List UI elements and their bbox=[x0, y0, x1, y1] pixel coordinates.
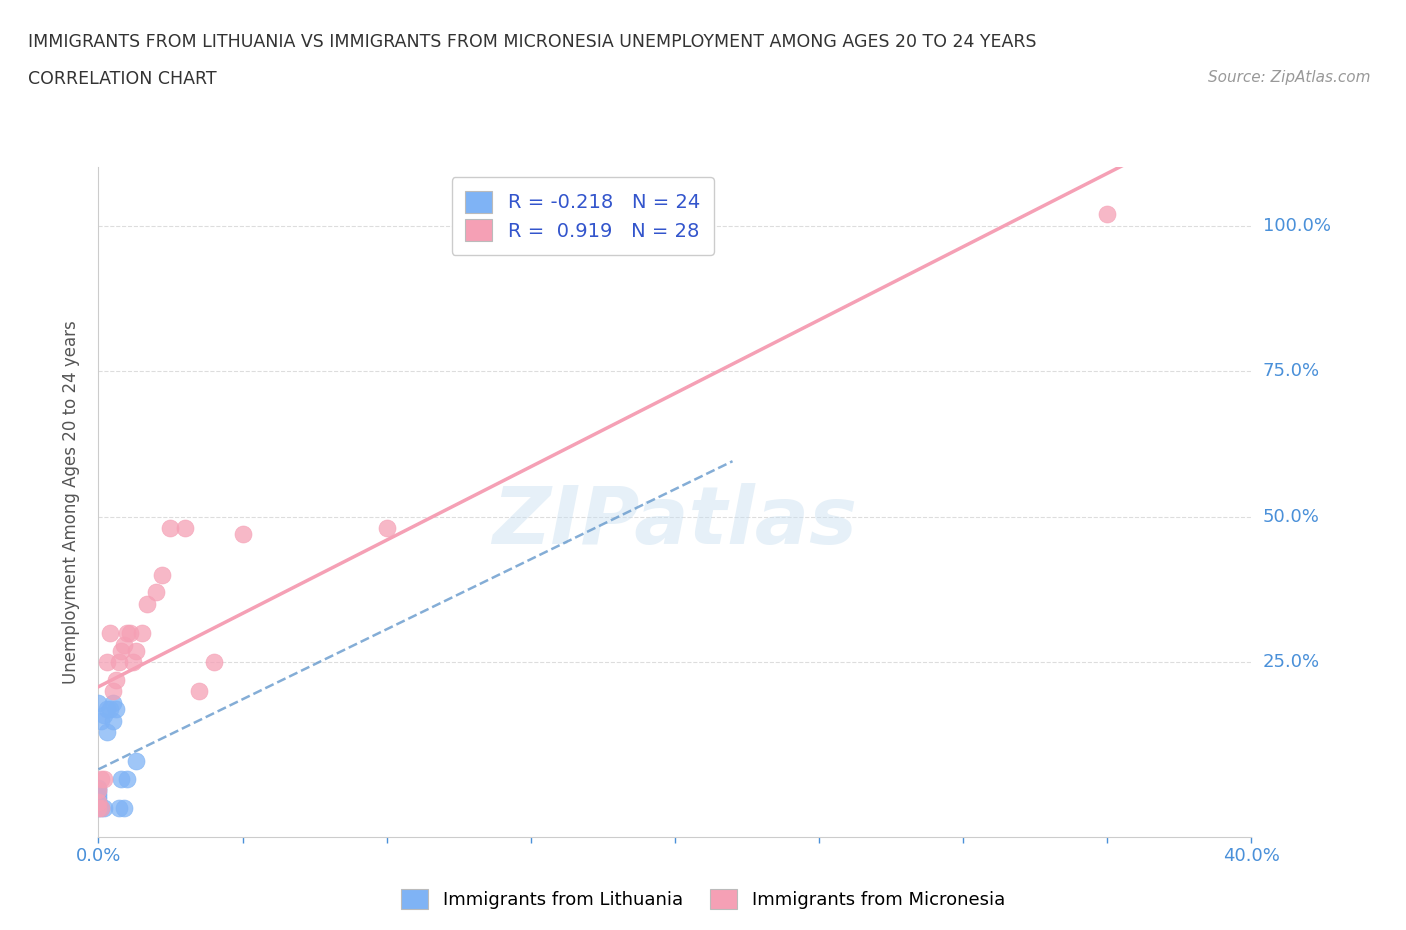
Point bbox=[96, 701, 118, 716]
Point bbox=[98, 626, 121, 641]
Point bbox=[87, 696, 110, 711]
Text: 100.0%: 100.0% bbox=[1263, 217, 1331, 234]
Point bbox=[202, 655, 225, 670]
Point bbox=[188, 684, 211, 698]
Point bbox=[174, 521, 197, 536]
Point bbox=[96, 655, 118, 670]
Point bbox=[87, 801, 110, 816]
Point bbox=[98, 701, 121, 716]
Point bbox=[110, 644, 132, 658]
Text: IMMIGRANTS FROM LITHUANIA VS IMMIGRANTS FROM MICRONESIA UNEMPLOYMENT AMONG AGES : IMMIGRANTS FROM LITHUANIA VS IMMIGRANTS … bbox=[28, 33, 1036, 50]
Point bbox=[145, 585, 167, 600]
Point bbox=[150, 567, 173, 582]
Point bbox=[87, 786, 110, 801]
Legend: R = -0.218   N = 24, R =  0.919   N = 28: R = -0.218 N = 24, R = 0.919 N = 28 bbox=[451, 177, 714, 255]
Point bbox=[93, 771, 115, 786]
Point bbox=[125, 644, 148, 658]
Point bbox=[1097, 206, 1119, 221]
Point bbox=[125, 754, 148, 769]
Text: CORRELATION CHART: CORRELATION CHART bbox=[28, 70, 217, 87]
Point bbox=[96, 724, 118, 739]
Point bbox=[117, 626, 138, 641]
Point bbox=[87, 801, 110, 816]
Text: Source: ZipAtlas.com: Source: ZipAtlas.com bbox=[1208, 70, 1371, 85]
Text: 75.0%: 75.0% bbox=[1263, 362, 1320, 380]
Point bbox=[90, 801, 112, 816]
Point bbox=[104, 672, 127, 687]
Point bbox=[131, 626, 153, 641]
Point bbox=[117, 771, 138, 786]
Point bbox=[101, 713, 124, 728]
Point bbox=[93, 801, 115, 816]
Legend: Immigrants from Lithuania, Immigrants from Micronesia: Immigrants from Lithuania, Immigrants fr… bbox=[394, 882, 1012, 916]
Point bbox=[87, 794, 110, 809]
Point bbox=[90, 713, 112, 728]
Point bbox=[159, 521, 181, 536]
Point bbox=[87, 794, 110, 809]
Text: 25.0%: 25.0% bbox=[1263, 653, 1320, 671]
Text: ZIPatlas: ZIPatlas bbox=[492, 484, 858, 562]
Point bbox=[87, 798, 110, 813]
Point bbox=[101, 684, 124, 698]
Point bbox=[90, 771, 112, 786]
Point bbox=[110, 771, 132, 786]
Point bbox=[104, 701, 127, 716]
Point bbox=[87, 783, 110, 798]
Point bbox=[87, 789, 110, 804]
Y-axis label: Unemployment Among Ages 20 to 24 years: Unemployment Among Ages 20 to 24 years bbox=[62, 320, 80, 684]
Point bbox=[112, 801, 135, 816]
Point bbox=[87, 780, 110, 795]
Point bbox=[231, 526, 254, 541]
Point bbox=[112, 637, 135, 652]
Point bbox=[107, 655, 129, 670]
Text: 50.0%: 50.0% bbox=[1263, 508, 1320, 525]
Point bbox=[122, 655, 145, 670]
Point bbox=[136, 597, 159, 612]
Point bbox=[87, 791, 110, 806]
Point bbox=[375, 521, 398, 536]
Point bbox=[120, 626, 142, 641]
Point bbox=[87, 783, 110, 798]
Point bbox=[93, 708, 115, 723]
Point bbox=[107, 801, 129, 816]
Point bbox=[101, 696, 124, 711]
Point bbox=[90, 801, 112, 816]
